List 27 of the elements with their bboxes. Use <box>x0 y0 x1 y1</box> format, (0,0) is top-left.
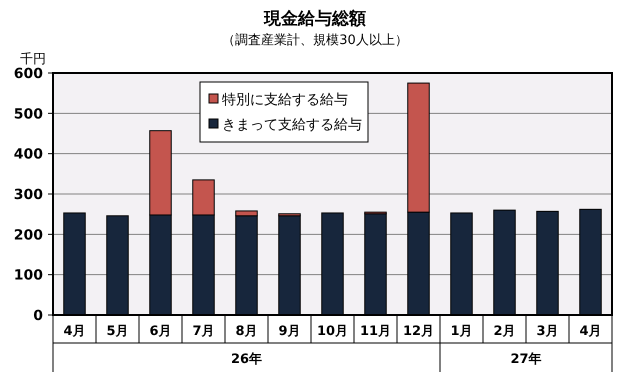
y-tick-label: 600 <box>14 66 44 82</box>
text: 27年 <box>510 352 542 367</box>
y-tick-label: 400 <box>14 146 44 163</box>
x-tick-label: 9月 <box>278 324 301 339</box>
chart-subtitle: （調査産業計、規模30人以上） <box>222 32 408 48</box>
x-tick-label: 4月 <box>579 324 602 339</box>
x-tick-label: 2月 <box>493 324 516 339</box>
x-tick-label: 8月 <box>235 324 258 339</box>
x-tick-label: 7月 <box>192 324 215 339</box>
x-tick-label: 12月 <box>402 324 434 339</box>
y-tick-label: 0 <box>33 308 44 324</box>
x-tick-label: 11月 <box>360 324 392 339</box>
y-tick-label: 300 <box>14 187 44 203</box>
x-tick-label: 10月 <box>316 324 348 339</box>
legend-label: 特別に支給する給与 <box>222 92 348 108</box>
text: 26年 <box>230 352 262 367</box>
y-tick-label: 200 <box>14 227 44 244</box>
legend-label: きまって支給する給与 <box>222 117 362 133</box>
y-axis-title: 千円 <box>20 52 46 67</box>
chart-title: 現金給与総額 <box>263 9 366 29</box>
x-tick-label: 5月 <box>106 324 129 339</box>
x-tick-label: 3月 <box>536 324 559 339</box>
x-tick-label: 1月 <box>450 324 473 339</box>
y-tick-label: 500 <box>14 106 44 122</box>
x-tick-label: 4月 <box>63 324 86 339</box>
y-tick-label: 100 <box>14 268 44 284</box>
x-tick-label: 6月 <box>149 324 172 339</box>
